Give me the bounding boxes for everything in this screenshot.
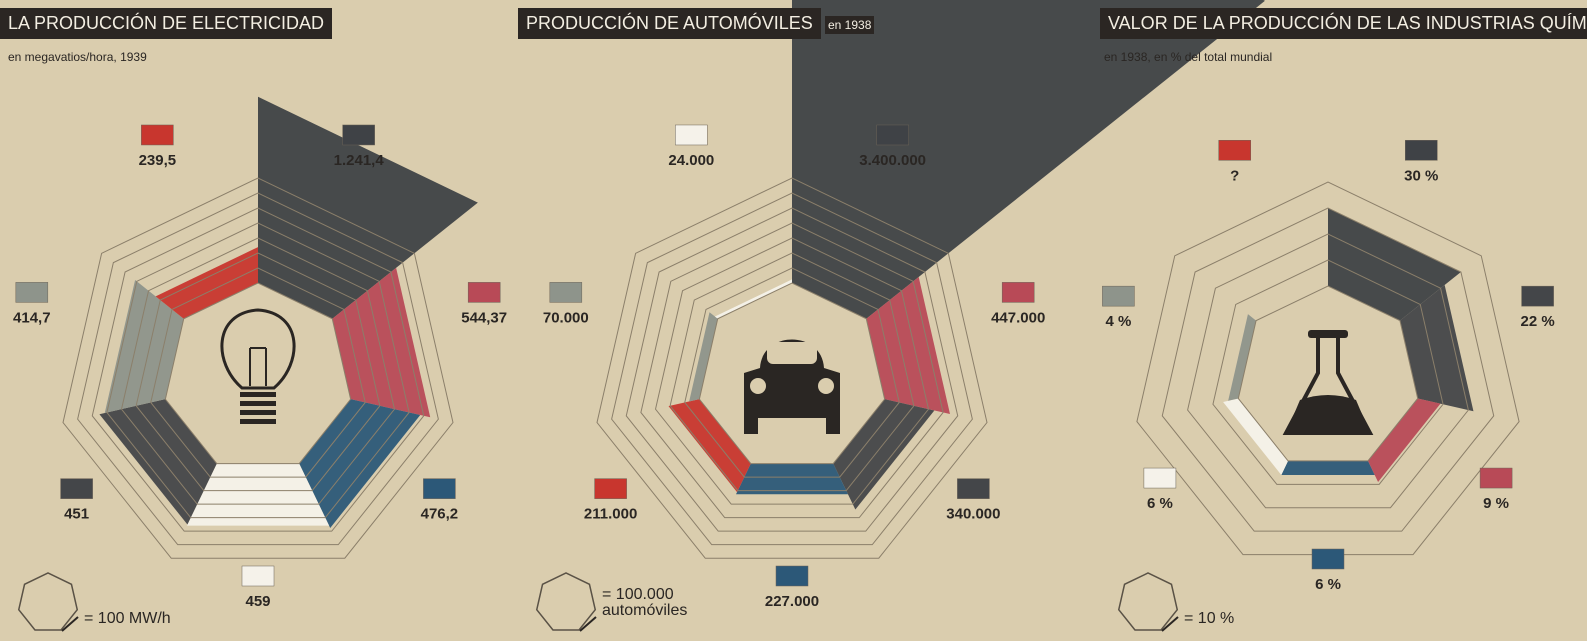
legend-heptagon (1119, 573, 1177, 630)
segment (1368, 398, 1441, 482)
value-label: 447.000 (991, 309, 1045, 326)
chart-subtitle: en 1938, en % del total mundial (1104, 50, 1272, 64)
value-label: 544,37 (461, 309, 507, 326)
segment (1228, 314, 1256, 401)
flag (675, 125, 707, 145)
flag (1102, 286, 1134, 306)
segment (1223, 398, 1288, 474)
value-label: 227.000 (765, 593, 819, 610)
icon (744, 416, 758, 434)
flag (550, 282, 582, 302)
flag (595, 479, 627, 499)
value-label: 70.000 (543, 309, 589, 326)
flag (1002, 282, 1034, 302)
chart-title: VALOR DE LA PRODUCCIÓN DE LAS INDUSTRIAS… (1100, 8, 1587, 39)
value-label: 30 % (1404, 167, 1438, 184)
icon (250, 348, 266, 386)
unit-label: = 10 % (1184, 611, 1284, 627)
infographic: 1.241,4 544,37 476,2 459 451 414,7 239,5 3.400.… (0, 0, 1587, 641)
flag (468, 282, 500, 302)
chart-title: PRODUCCIÓN DE AUTOMÓVILES (518, 8, 821, 39)
icon (1308, 330, 1348, 338)
segment (1281, 461, 1374, 475)
value-label: 1.241,4 (334, 152, 385, 169)
value-label: 22 % (1521, 313, 1555, 330)
value-label: 414,7 (13, 309, 51, 326)
value-label: 476,2 (421, 506, 459, 523)
chart-subtitle: en megavatios/hora, 1939 (8, 50, 147, 64)
value-label: 9 % (1483, 495, 1509, 512)
segment (833, 399, 934, 509)
value-label: 340.000 (946, 506, 1000, 523)
flag (877, 125, 909, 145)
flag (1522, 286, 1554, 306)
legend-heptagon (19, 573, 77, 630)
value-label: 459 (245, 593, 270, 610)
value-label: 211.000 (584, 506, 637, 523)
value-label: 239,5 (139, 152, 177, 169)
chart-subtitle: en 1938 (825, 16, 874, 34)
icon (818, 378, 834, 394)
icon (1286, 395, 1370, 433)
labels: 1.241,4 544,37 476,2 459 451 414,7 239,5 3.400.… (13, 125, 1555, 631)
value-label: 6 % (1147, 495, 1173, 512)
icon (240, 419, 276, 424)
flag (1144, 468, 1176, 488)
unit-label: = 100.000 automóviles (602, 587, 702, 619)
value-label: 24.000 (668, 152, 714, 169)
value-label: 451 (64, 506, 89, 523)
flag (423, 479, 455, 499)
flag (1312, 549, 1344, 569)
icon (240, 410, 276, 415)
segment (736, 464, 848, 495)
icon (826, 416, 840, 434)
flag (776, 566, 808, 586)
flag (141, 125, 173, 145)
flag (957, 479, 989, 499)
flag (242, 566, 274, 586)
icon (750, 378, 766, 394)
icon (240, 392, 276, 397)
value-label: 4 % (1105, 313, 1131, 330)
segment (669, 399, 751, 492)
segments (99, 0, 1473, 528)
value-label: ? (1230, 167, 1239, 184)
flag (61, 479, 93, 499)
flag (1219, 140, 1251, 160)
value-label: 3.400.000 (859, 152, 926, 169)
legend-heptagon (537, 573, 595, 630)
flag (16, 282, 48, 302)
chart-title: LA PRODUCCIÓN DE ELECTRICIDAD (0, 8, 332, 39)
page: 1.241,4 544,37 476,2 459 451 414,7 239,5 3.400.… (0, 0, 1587, 641)
flag (1480, 468, 1512, 488)
icon (240, 401, 276, 406)
icon (767, 342, 817, 364)
segment (689, 312, 718, 401)
value-label: 6 % (1315, 576, 1341, 593)
unit-label: = 100 MW/h (84, 611, 184, 627)
flag (343, 125, 375, 145)
flag (1405, 140, 1437, 160)
